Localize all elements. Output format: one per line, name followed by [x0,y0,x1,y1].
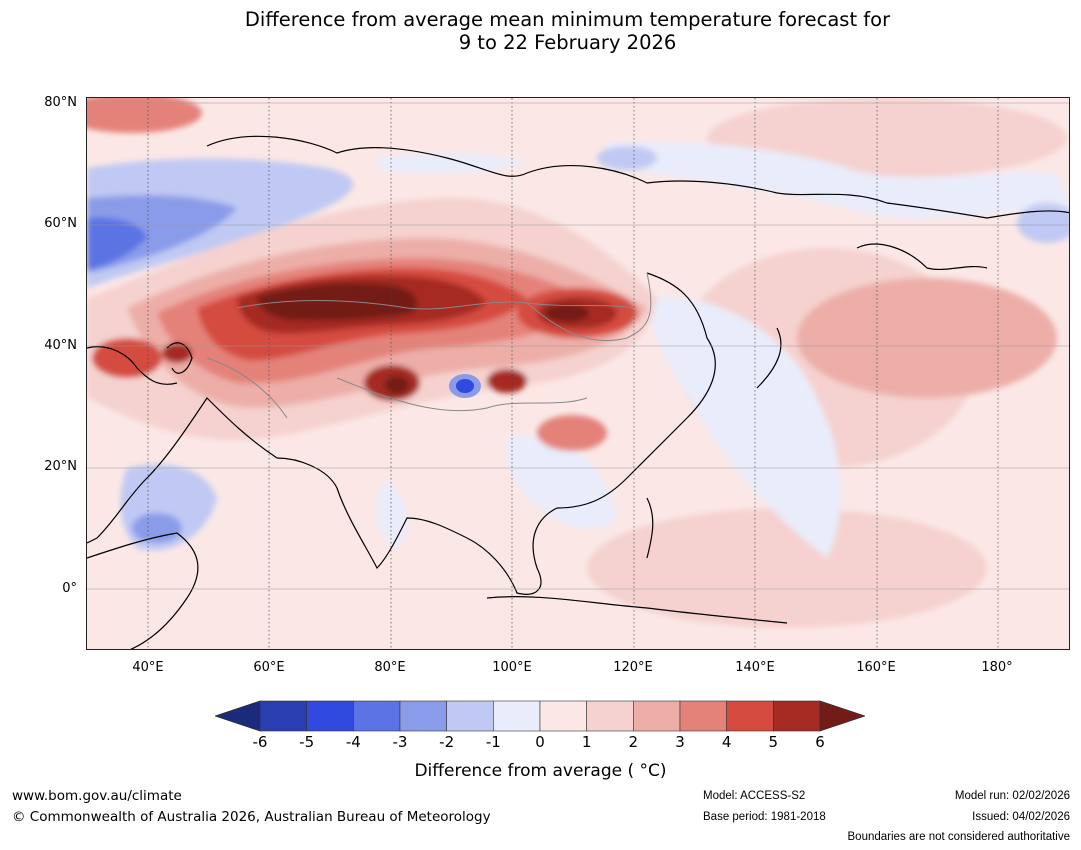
south-china-warm [537,415,607,451]
caucasus-warm [92,338,162,378]
anomaly-map [86,97,1070,650]
colorbar-tick-label: -1 [485,733,501,751]
border-kazakhstan-mongolia [236,300,633,310]
arctic-west-warm [87,98,202,133]
tibet-warm-2 [487,369,527,393]
colorbar [215,700,865,732]
lon-label-80e: 80°E [374,660,406,675]
india-coast [276,457,468,570]
lat-label-80n: 80°N [44,95,77,110]
colorbar-tick-label: -6 [252,733,268,751]
colorbar-cell [586,700,634,732]
title-line-1: Difference from average mean minimum tem… [244,8,891,31]
colorbar-cells [215,700,865,732]
colorbar-cell [726,700,774,732]
east-siberia-cool [607,141,1069,219]
pacific-anomaly-2-3 [797,278,1057,398]
colorbar-tick-label: 4 [721,733,732,751]
boundaries-disclaimer: Boundaries are not considered authoritat… [847,831,1070,843]
north-china-warm-6-plus [545,304,589,322]
colorbar-cell [773,700,821,732]
tibet-cool-4 [456,379,474,393]
colorbar-cell [306,700,354,732]
colorbar-tick-label: 1 [581,733,592,751]
lat-label-20n: 20°N [44,459,77,474]
philippines-coast [646,497,654,559]
lon-label-40e: 40°E [132,660,164,675]
indonesia-coast [486,596,788,624]
model-name: Model: ACCESS-S2 [703,790,806,802]
lon-label-120e: 120°E [613,660,653,675]
colorbar-max-extend [819,700,865,732]
lat-label-60n: 60°N [44,216,77,231]
issued-date: Issued: 04/02/2026 [972,811,1070,823]
colorbar-cell [399,700,447,732]
colorbar-tick-label: 0 [535,733,545,751]
siberia-cool-1 [87,158,354,288]
map-title: Difference from average mean minimum tem… [0,8,1081,54]
colorbar-cell [446,700,494,732]
indochina-coast [466,507,558,595]
arctic-coast [206,135,1069,219]
taymyr-cool [377,152,527,174]
mediterranean-coast [87,346,178,385]
japan-sea-cool [647,296,841,558]
colorbar-cell [539,700,587,732]
country-borders [206,272,652,419]
colorbar-cell [353,700,401,732]
japan-coast [756,327,782,389]
title-line-2: 9 to 22 February 2026 [458,31,677,54]
border-china-north [526,272,652,342]
map-canvas [87,98,1069,649]
lon-label-160e: 160°E [856,660,896,675]
colorbar-tick-label: -2 [439,733,455,751]
colorbar-cell [493,700,541,732]
border-central-asia [206,357,288,419]
copyright-text: © Commonwealth of Australia 2026, Austra… [12,809,491,825]
caspian-sea [166,342,193,374]
parallels [87,102,1069,590]
arabia-coast [87,397,278,544]
model-run-date: Model run: 02/02/2026 [954,790,1070,802]
colorbar-tick-label: 2 [628,733,639,751]
caspian-warm [162,343,192,363]
base-period: Base period: 1981-2018 [703,811,826,823]
website-link[interactable]: www.bom.gov.au/climate [12,788,182,804]
anomaly-fills [87,98,1069,628]
lon-label-140e: 140°E [735,660,775,675]
colorbar-tick-label: -5 [299,733,315,751]
colorbar-cell [633,700,681,732]
lon-label-60e: 60°E [253,660,285,675]
colorbar-tick-label: -4 [345,733,361,751]
colorbar-label: Difference from average ( °C) [414,761,667,781]
graticule [147,98,999,649]
colorbar-cell [259,700,307,732]
colorbar-tick-label: 6 [815,733,825,751]
kamchatka-coast [856,243,988,271]
equatorial-anomaly-1-2 [587,508,987,628]
lon-label-180: 180° [981,660,1013,675]
lon-label-100e: 100°E [492,660,532,675]
lat-label-equator: 0° [62,581,77,596]
border-china-south [336,377,588,412]
horn-africa-cool-2 [132,513,182,543]
africa-coast [87,532,199,649]
coastlines [87,135,1069,649]
colorbar-cell [679,700,727,732]
siberia-cool-3 [87,217,147,270]
east-asia-coast [556,272,716,509]
yakutia-cool [597,146,657,170]
bering-cool [1017,203,1069,243]
india-cool [376,478,408,548]
colorbar-tick-label: 3 [675,733,685,751]
asia-warm-6-plus [257,283,417,321]
tibet-warm-core-1 [385,376,409,394]
indochina-cool [505,436,617,529]
colorbar-tick-label: 5 [768,733,779,751]
lat-label-40n: 40°N [44,338,77,353]
colorbar-min-extend [215,700,261,732]
colorbar-tick-label: -3 [392,733,408,751]
